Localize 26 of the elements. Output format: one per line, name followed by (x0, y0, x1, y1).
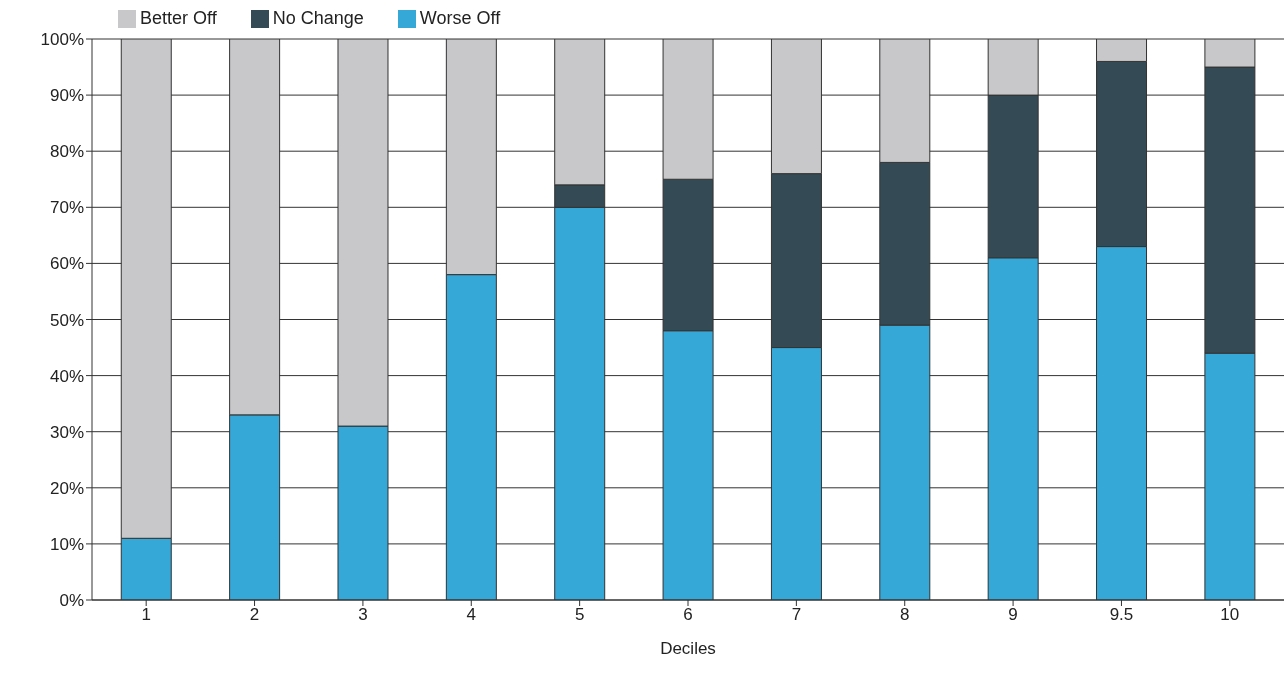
y-tick-label: 70% (49, 198, 84, 218)
y-tick-label: 0% (59, 591, 84, 611)
x-tick-label: 8 (899, 605, 910, 625)
x-tick-label: 10 (1220, 605, 1240, 625)
x-tick-label: 5 (574, 605, 585, 625)
y-tick-label: 40% (49, 366, 84, 386)
x-axis-title: Deciles (660, 639, 716, 658)
legend-label: Worse Off (419, 8, 501, 28)
y-tick-label: 30% (49, 422, 84, 442)
x-tick-label: 9.5 (1109, 605, 1134, 625)
x-tick-label: 6 (683, 605, 693, 625)
legend-label: No Change (272, 8, 364, 28)
y-tick-label: 80% (49, 142, 84, 162)
y-tick-label: 20% (49, 478, 84, 498)
x-tick-label: 3 (358, 605, 368, 625)
x-tick-label: 7 (791, 605, 802, 625)
y-tick-label: 60% (49, 254, 84, 274)
y-tick-label: 100% (40, 30, 84, 50)
x-tick-label: 2 (249, 605, 260, 625)
x-tick-label: 4 (466, 605, 477, 625)
y-tick-label: 10% (49, 534, 84, 554)
y-tick-label: 50% (49, 310, 84, 330)
x-tick-label: 1 (141, 605, 151, 625)
y-tick-label: 90% (49, 86, 84, 106)
legend-label: Better Off (140, 8, 217, 28)
x-tick-label: 9 (1008, 605, 1018, 625)
